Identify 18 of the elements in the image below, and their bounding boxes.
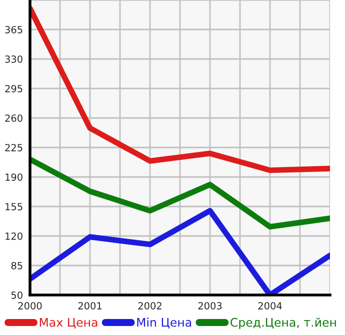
x-tick-label: 2000 xyxy=(18,302,42,310)
y-tick-label: 260 xyxy=(5,114,22,122)
y-tick-label: 85 xyxy=(11,262,22,270)
y-tick-label: 225 xyxy=(5,144,22,152)
y-tick-label: 330 xyxy=(5,55,22,63)
y-tick-label: 120 xyxy=(6,232,22,240)
y-tick-label: 295 xyxy=(5,84,22,92)
x-tick-label: 2003 xyxy=(198,302,222,310)
y-tick-label: 365 xyxy=(5,26,22,34)
y-tick-label: 155 xyxy=(6,203,22,210)
y-tick-label: 50 xyxy=(11,291,22,299)
x-tick-label: 2002 xyxy=(138,302,162,310)
legend-label: Сред.Цена, т.йен xyxy=(230,318,336,330)
legend-label: Max Цена xyxy=(40,318,98,328)
legend-label: Min Цена xyxy=(137,318,192,328)
x-tick-label: 2001 xyxy=(78,302,102,310)
y-tick-label: 190 xyxy=(6,173,22,181)
x-tick-label: 2004 xyxy=(258,302,282,310)
